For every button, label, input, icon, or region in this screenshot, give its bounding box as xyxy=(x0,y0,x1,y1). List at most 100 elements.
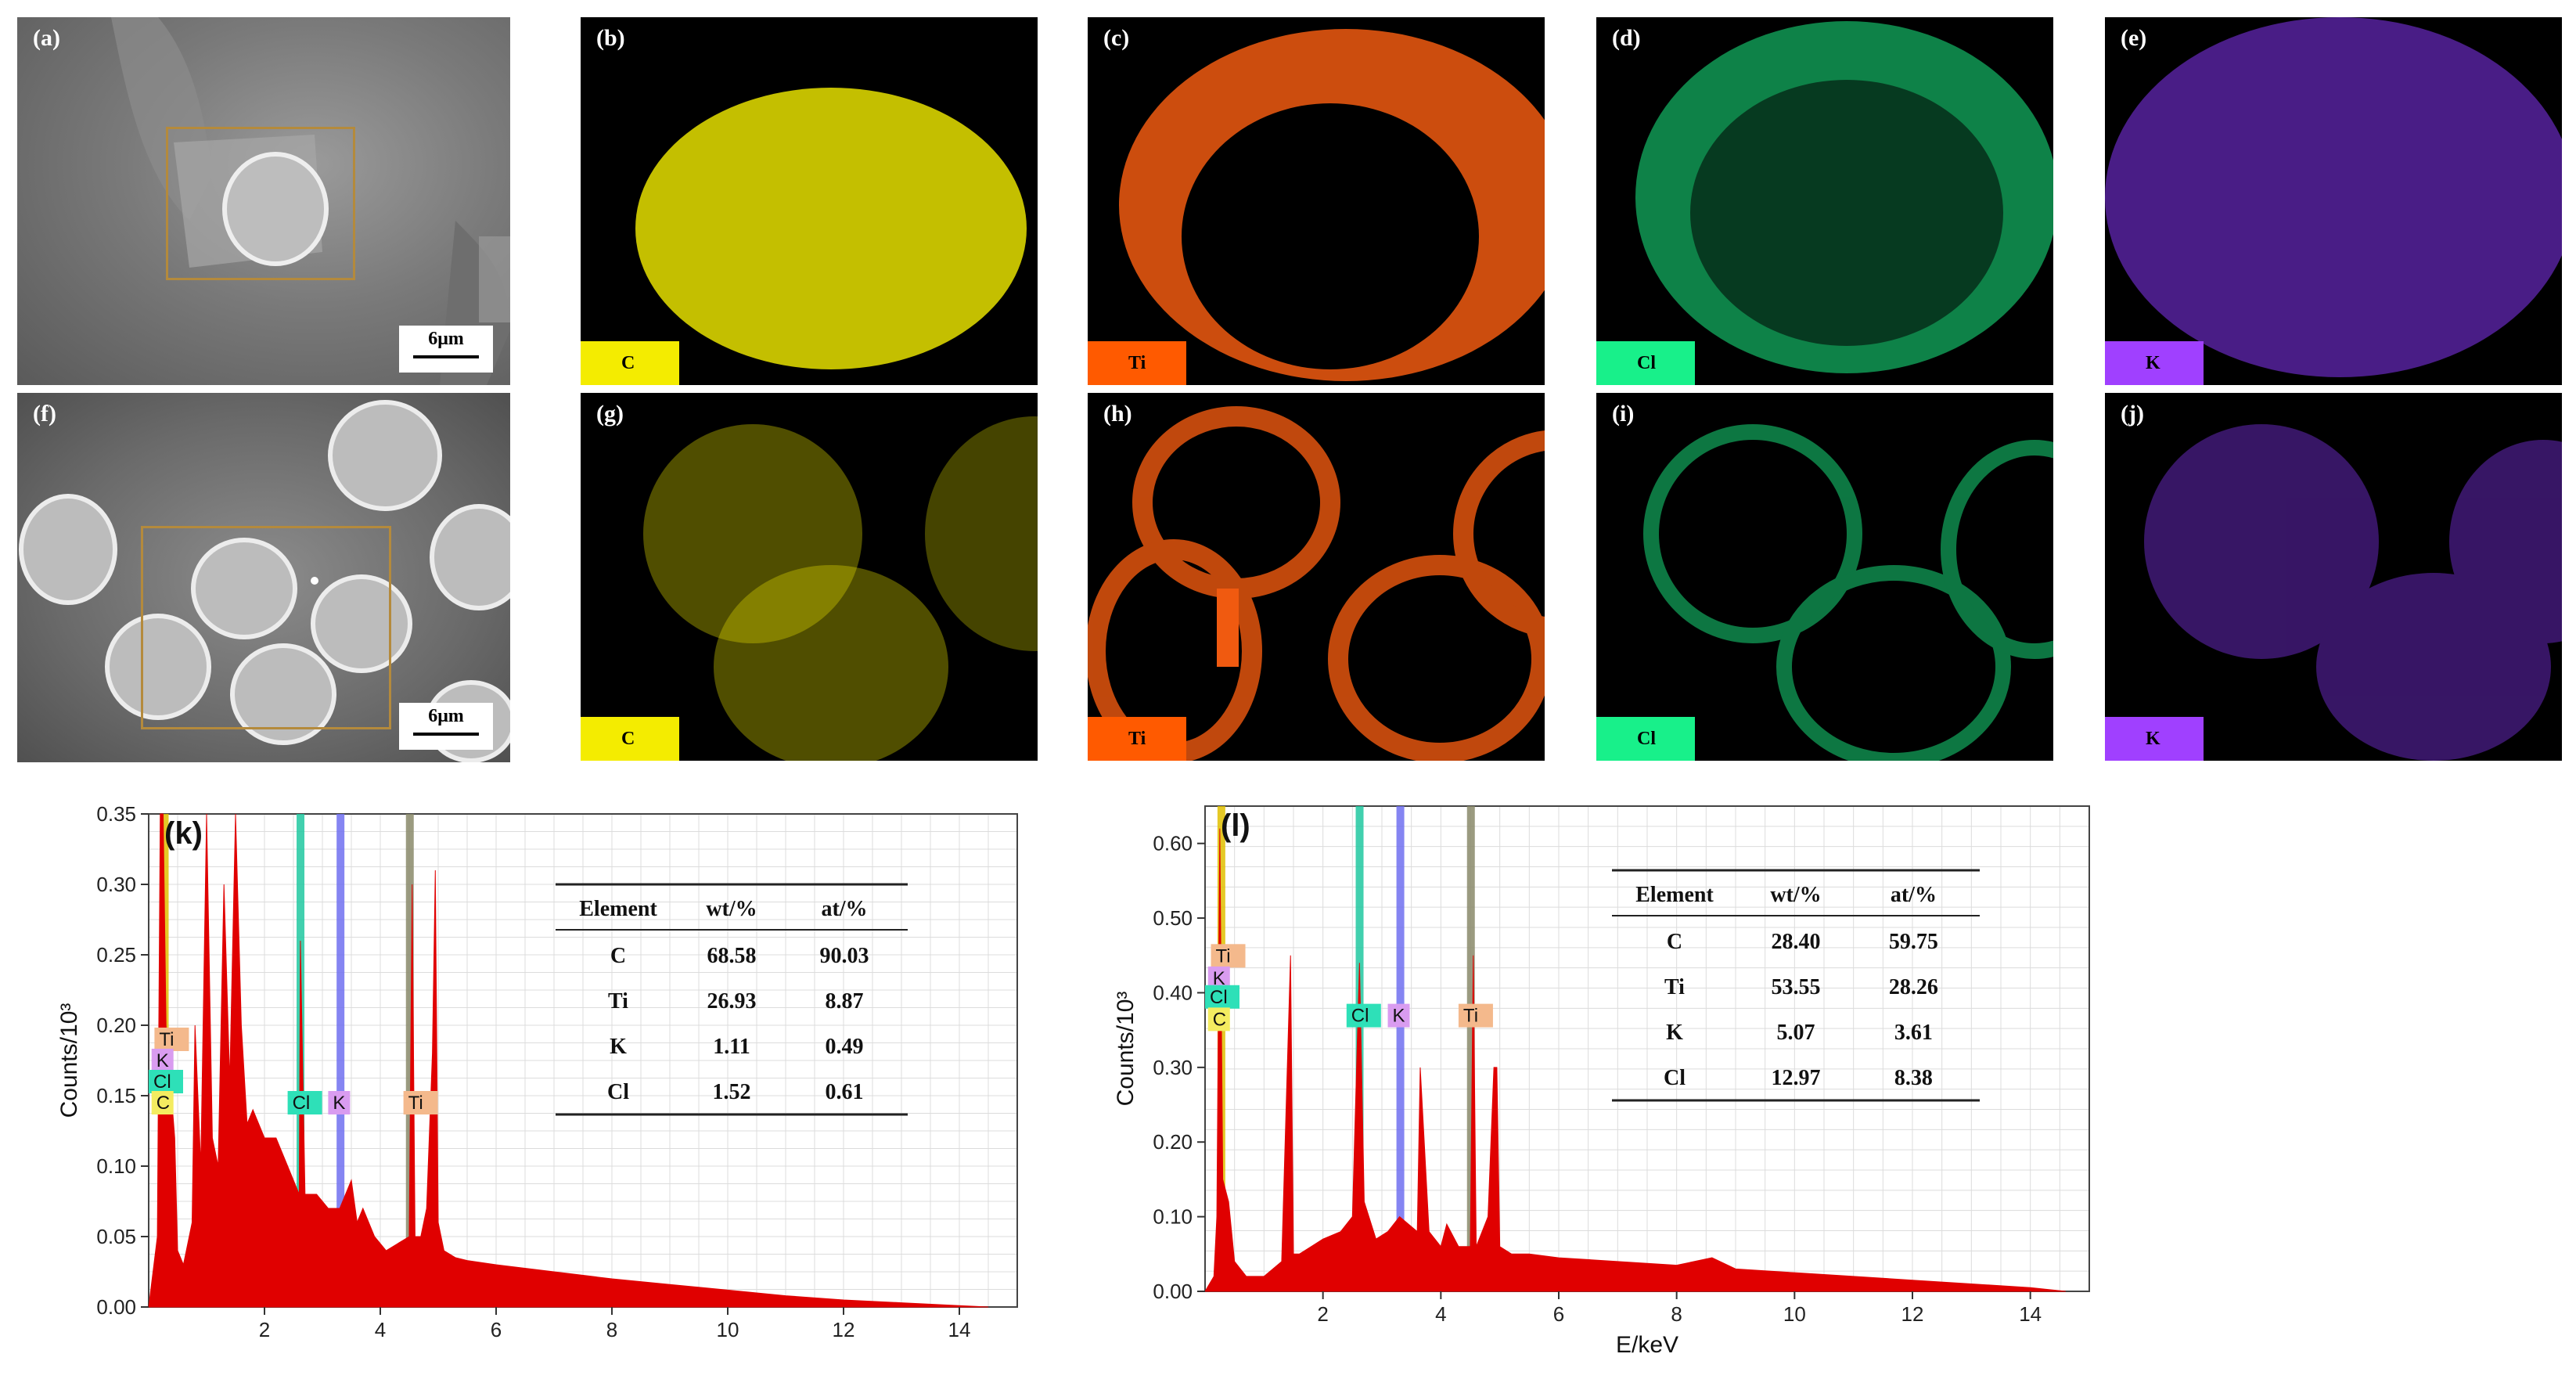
eds-spectrum-chart-k: 2 4 6 8 10 12 14 0.00 0.05 0.10 0.15 0.20 0.25 0.30 0.… xyxy=(56,802,1018,1341)
x-tick-label: 2 xyxy=(259,1318,270,1341)
peak-label: K xyxy=(333,1093,345,1114)
element-tag: C xyxy=(581,717,679,761)
elemental-map-cl: (i) Cl xyxy=(1596,393,2053,761)
table-header-cell: Element xyxy=(579,897,657,921)
grid xyxy=(1204,805,2090,1292)
elemental-map-k: (e) K xyxy=(2105,17,2562,385)
table-header-cell: at/% xyxy=(1891,883,1937,907)
panel-label: (c) xyxy=(1103,25,1130,51)
elemental-map-art xyxy=(1119,29,1545,381)
region-of-interest-box xyxy=(166,127,355,280)
y-tick-label: 0.05 xyxy=(96,1225,136,1248)
table-header-cell: Element xyxy=(1635,883,1714,907)
peak-label: K xyxy=(157,1050,169,1071)
table-cell: 1.52 xyxy=(713,1080,751,1104)
x-tick-label: 4 xyxy=(1435,1302,1446,1326)
x-tick-label: 6 xyxy=(491,1318,502,1341)
element-tag: K xyxy=(2105,717,2204,761)
elemental-map-art xyxy=(643,416,1038,761)
region-of-interest-box xyxy=(141,526,391,729)
peak-label-bg xyxy=(1205,985,1239,1009)
element-tag: Cl xyxy=(1596,717,1695,761)
table-cell: 90.03 xyxy=(820,944,869,968)
table-cell: 8.87 xyxy=(826,989,864,1014)
peak-label: Cl xyxy=(1210,987,1228,1008)
scale-bar-label: 6μm xyxy=(428,706,464,726)
sem-image-f: (f) 6μm xyxy=(17,393,510,762)
scale-bar: 6μm xyxy=(399,326,493,373)
table-header-cell: wt/% xyxy=(706,897,757,921)
table-cell: Cl xyxy=(1664,1066,1686,1090)
panel-label: (h) xyxy=(1103,401,1132,427)
peak-label: K xyxy=(1393,1006,1405,1027)
y-tick-label: 0.30 xyxy=(96,873,136,896)
table-cell: 68.58 xyxy=(707,944,757,968)
sem-image-a-art xyxy=(111,17,510,385)
peak-label: Cl xyxy=(1351,1006,1369,1027)
elemental-map-ti: (h) Ti xyxy=(1088,393,1545,761)
sem-image-a: (a) 6μm xyxy=(17,17,510,385)
peak-label: C xyxy=(157,1093,170,1114)
x-tick-label: 14 xyxy=(948,1318,971,1341)
panel-label: (f) xyxy=(33,401,56,427)
table-cell: K xyxy=(1666,1021,1683,1045)
elemental-map-ti: (c) Ti xyxy=(1088,17,1545,385)
table-cell: 59.75 xyxy=(1889,930,1938,954)
scale-bar-label: 6μm xyxy=(428,329,464,349)
x-tick-label: 10 xyxy=(1783,1302,1806,1326)
y-tick-label: 0.50 xyxy=(1153,906,1193,930)
table-cell: 26.93 xyxy=(707,989,757,1014)
panel-label: (a) xyxy=(33,25,60,51)
peak-label: C xyxy=(1213,1009,1226,1030)
y-tick-label: 0.00 xyxy=(96,1295,136,1319)
table-cell: 12.97 xyxy=(1772,1066,1821,1090)
panel-label: (b) xyxy=(596,25,625,51)
x-tick-label: 4 xyxy=(375,1318,386,1341)
scale-bar: 6μm xyxy=(399,703,493,750)
table-cell: 3.61 xyxy=(1894,1021,1933,1045)
x-tick-label: 14 xyxy=(2019,1302,2042,1326)
elemental-map-art xyxy=(2105,17,2562,377)
element-line-k xyxy=(336,814,345,1307)
y-tick-label: 0.10 xyxy=(96,1154,136,1178)
elemental-map-art xyxy=(1635,21,2053,373)
x-tick-label: 8 xyxy=(1671,1302,1682,1326)
x-tick-label: 8 xyxy=(606,1318,617,1341)
x-tick-label: 2 xyxy=(1317,1302,1328,1326)
peak-label-bg xyxy=(1387,1003,1410,1028)
panel-label: (j) xyxy=(2121,401,2144,427)
elemental-map-k: (j) K xyxy=(2105,393,2562,761)
y-tick-label: 0.60 xyxy=(1153,832,1193,855)
table-cell: Cl xyxy=(607,1080,629,1104)
elemental-map-art xyxy=(635,88,1027,369)
peak-label-bg xyxy=(154,1028,189,1051)
elemental-map-art xyxy=(1643,424,2053,761)
eds-spectrum-chart-l: 2 4 6 8 10 12 14 0.00 0.10 0.20 0.30 0.40 0.50 0.60 Co… xyxy=(1113,805,2090,1358)
peak-label-bg xyxy=(1346,1003,1381,1028)
element-tag: Ti xyxy=(1088,717,1186,761)
table-cell: 8.38 xyxy=(1894,1066,1933,1090)
y-tick-label: 0.20 xyxy=(96,1014,136,1037)
panel-label: (g) xyxy=(596,401,624,427)
peak-label: Cl xyxy=(293,1093,311,1114)
peak-label-bg xyxy=(287,1091,322,1114)
spectrum-area xyxy=(1204,828,2066,1292)
panel-label: (d) xyxy=(1612,25,1641,51)
y-tick-label: 0.10 xyxy=(1153,1205,1193,1229)
table-cell: 53.55 xyxy=(1772,975,1821,999)
peak-label: Ti xyxy=(1216,945,1231,967)
y-axis-label: Counts/10³ xyxy=(56,1003,82,1118)
peak-label-bg xyxy=(151,1091,174,1114)
element-line-ti xyxy=(1466,806,1475,1291)
peak-label-bg xyxy=(1458,1003,1493,1028)
y-tick-label: 0.15 xyxy=(96,1084,136,1107)
peak-label-bg xyxy=(149,1070,183,1093)
peak-label-bg xyxy=(328,1091,351,1114)
peak-label: Ti xyxy=(408,1093,423,1114)
y-tick-label: 0.00 xyxy=(1153,1280,1193,1303)
element-line-ti xyxy=(405,814,414,1307)
y-tick-label: 0.30 xyxy=(1153,1056,1193,1079)
x-axis-label: E/keV xyxy=(1616,1332,1678,1358)
peak-label-bg xyxy=(1207,1007,1230,1032)
scale-bar-line xyxy=(413,733,479,736)
